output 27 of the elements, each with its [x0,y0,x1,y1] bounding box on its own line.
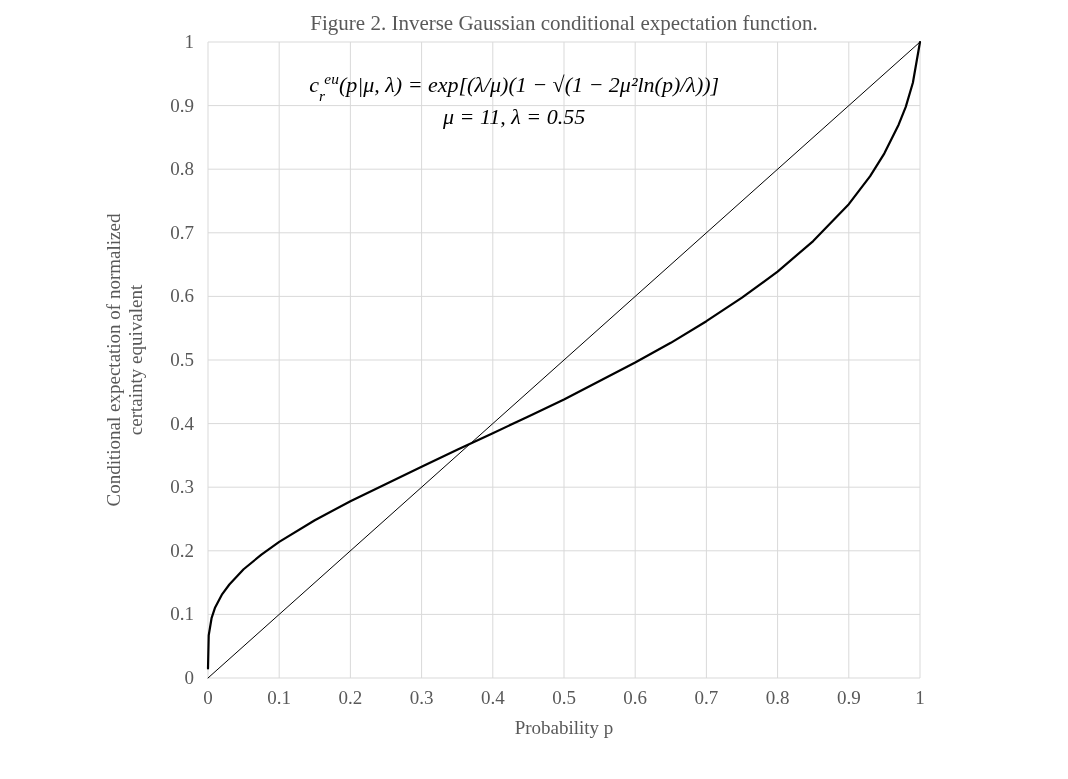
x-axis-title: Probability p [514,717,614,738]
x-tick-label: 0.6 [623,687,648,708]
x-tick-label: 0 [203,687,213,708]
x-tick-label: 0.9 [836,687,861,708]
x-tick-label: 0.8 [765,687,790,708]
y-tick-label: 0.9 [170,94,194,116]
x-tick-label: 0.3 [409,687,434,708]
x-tick-label: 0.4 [480,687,506,708]
y-tick-label: 0.7 [170,221,194,243]
x-tick-label: 0.5 [552,687,576,708]
y-tick-label: 0.8 [170,158,194,180]
y-tick-label: 0.4 [170,412,195,434]
y-tick-label: 0.2 [170,539,194,561]
x-tick-label: 0.1 [267,687,292,708]
x-tick-label: 1 [915,687,925,708]
y-tick-label: 0 [184,667,194,688]
annotation: μ = 11, λ = 0.55 [442,104,586,129]
x-tick-label: 0.7 [694,687,719,708]
y-tick-label: 0.1 [170,603,194,625]
y-axis-title: Conditional expectation of normalized certainty equivalent [103,213,146,507]
chart-title: Figure 2. Inverse Gaussian conditional expectation function. [310,11,818,35]
y-tick-label: 1 [184,31,194,52]
y-tick-label: 0.3 [170,476,194,498]
x-tick-label: 0.2 [338,687,363,708]
y-tick-label: 0.6 [170,285,194,307]
y-tick-label: 0.5 [170,349,194,370]
annotation: c$_{r}$$^{eu}$(p|μ, λ) = exp[(λ/μ)(1 − √(1 − 2μ²ln(p)/λ))] [309,69,720,104]
